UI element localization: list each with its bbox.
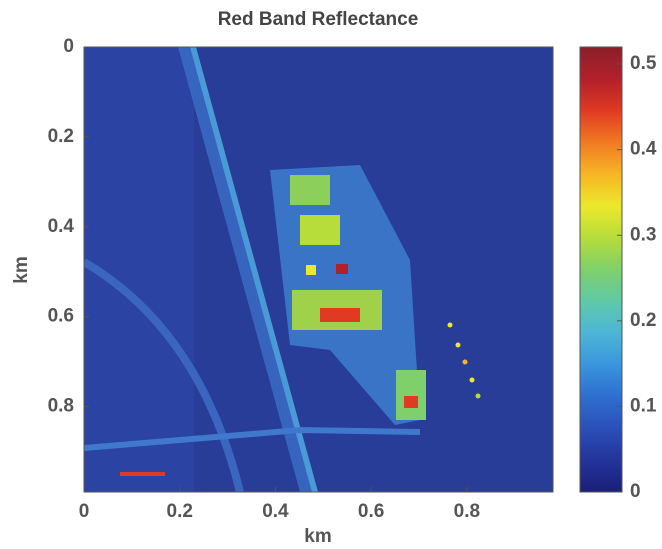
image-spot bbox=[470, 378, 475, 383]
image-spot bbox=[463, 360, 468, 365]
image-building bbox=[396, 370, 426, 420]
colorbar-tick-label: 0.1 bbox=[630, 395, 657, 416]
image-building bbox=[306, 265, 316, 275]
image-building bbox=[336, 264, 348, 274]
image-building bbox=[300, 215, 340, 245]
page: Red Band Reflectance km km 0 0.2 0.4 0.6 0.8… bbox=[0, 0, 662, 549]
y-tick-label: 0.2 bbox=[48, 126, 74, 147]
x-tick-label: 0 bbox=[79, 501, 90, 522]
x-tick-label: 0.6 bbox=[358, 501, 384, 522]
x-axis-label: km bbox=[304, 526, 331, 547]
y-tick-label: 0.4 bbox=[48, 216, 75, 237]
x-tick-label: 0.8 bbox=[454, 501, 480, 522]
y-tick-label: 0 bbox=[63, 36, 74, 57]
colorbar-tick-label: 0.5 bbox=[630, 53, 657, 74]
image-spot bbox=[456, 343, 461, 348]
y-axis-label: km bbox=[11, 256, 32, 283]
image-building bbox=[404, 396, 418, 408]
colorbar bbox=[580, 47, 622, 492]
image-building bbox=[290, 175, 330, 205]
image-spot bbox=[476, 394, 481, 399]
y-tick-label: 0.6 bbox=[48, 306, 74, 327]
colorbar-tick-label: 0.3 bbox=[630, 224, 656, 245]
x-tick-label: 0.4 bbox=[262, 501, 289, 522]
colorbar-tick-label: 0.4 bbox=[630, 139, 657, 160]
y-tick-label: 0.8 bbox=[48, 396, 74, 417]
chart: Red Band Reflectance km km 0 0.2 0.4 0.6 0.8… bbox=[0, 0, 662, 549]
image-spot bbox=[448, 323, 453, 328]
image bbox=[84, 47, 553, 492]
x-tick-label: 0.2 bbox=[167, 501, 193, 522]
colorbar-tick-label: 0.2 bbox=[630, 310, 656, 331]
chart-title: Red Band Reflectance bbox=[218, 9, 419, 30]
colorbar-tick-label: 0 bbox=[630, 481, 641, 502]
image-spot bbox=[120, 472, 165, 476]
image-building bbox=[320, 308, 360, 322]
